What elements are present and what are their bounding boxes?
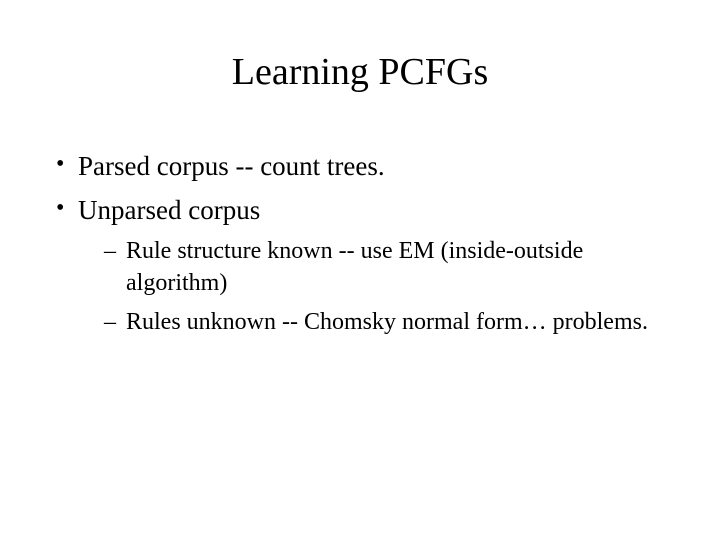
list-item: Rules unknown -- Chomsky normal form… pr… [104, 306, 670, 338]
bullet-text: Parsed corpus -- count trees. [78, 151, 385, 181]
sub-bullet-list: Rule structure known -- use EM (inside-o… [104, 235, 670, 338]
list-item: Unparsed corpus Rule structure known -- … [50, 192, 670, 338]
list-item: Rule structure known -- use EM (inside-o… [104, 235, 670, 300]
sub-bullet-text: Rule structure known -- use EM (inside-o… [126, 238, 583, 296]
sub-bullet-text: Rules unknown -- Chomsky normal form… pr… [126, 309, 648, 335]
slide: Learning PCFGs Parsed corpus -- count tr… [0, 0, 720, 540]
bullet-text: Unparsed corpus [78, 195, 260, 225]
bullet-list: Parsed corpus -- count trees. Unparsed c… [50, 148, 670, 338]
list-item: Parsed corpus -- count trees. [50, 148, 670, 184]
slide-title: Learning PCFGs [50, 50, 670, 94]
